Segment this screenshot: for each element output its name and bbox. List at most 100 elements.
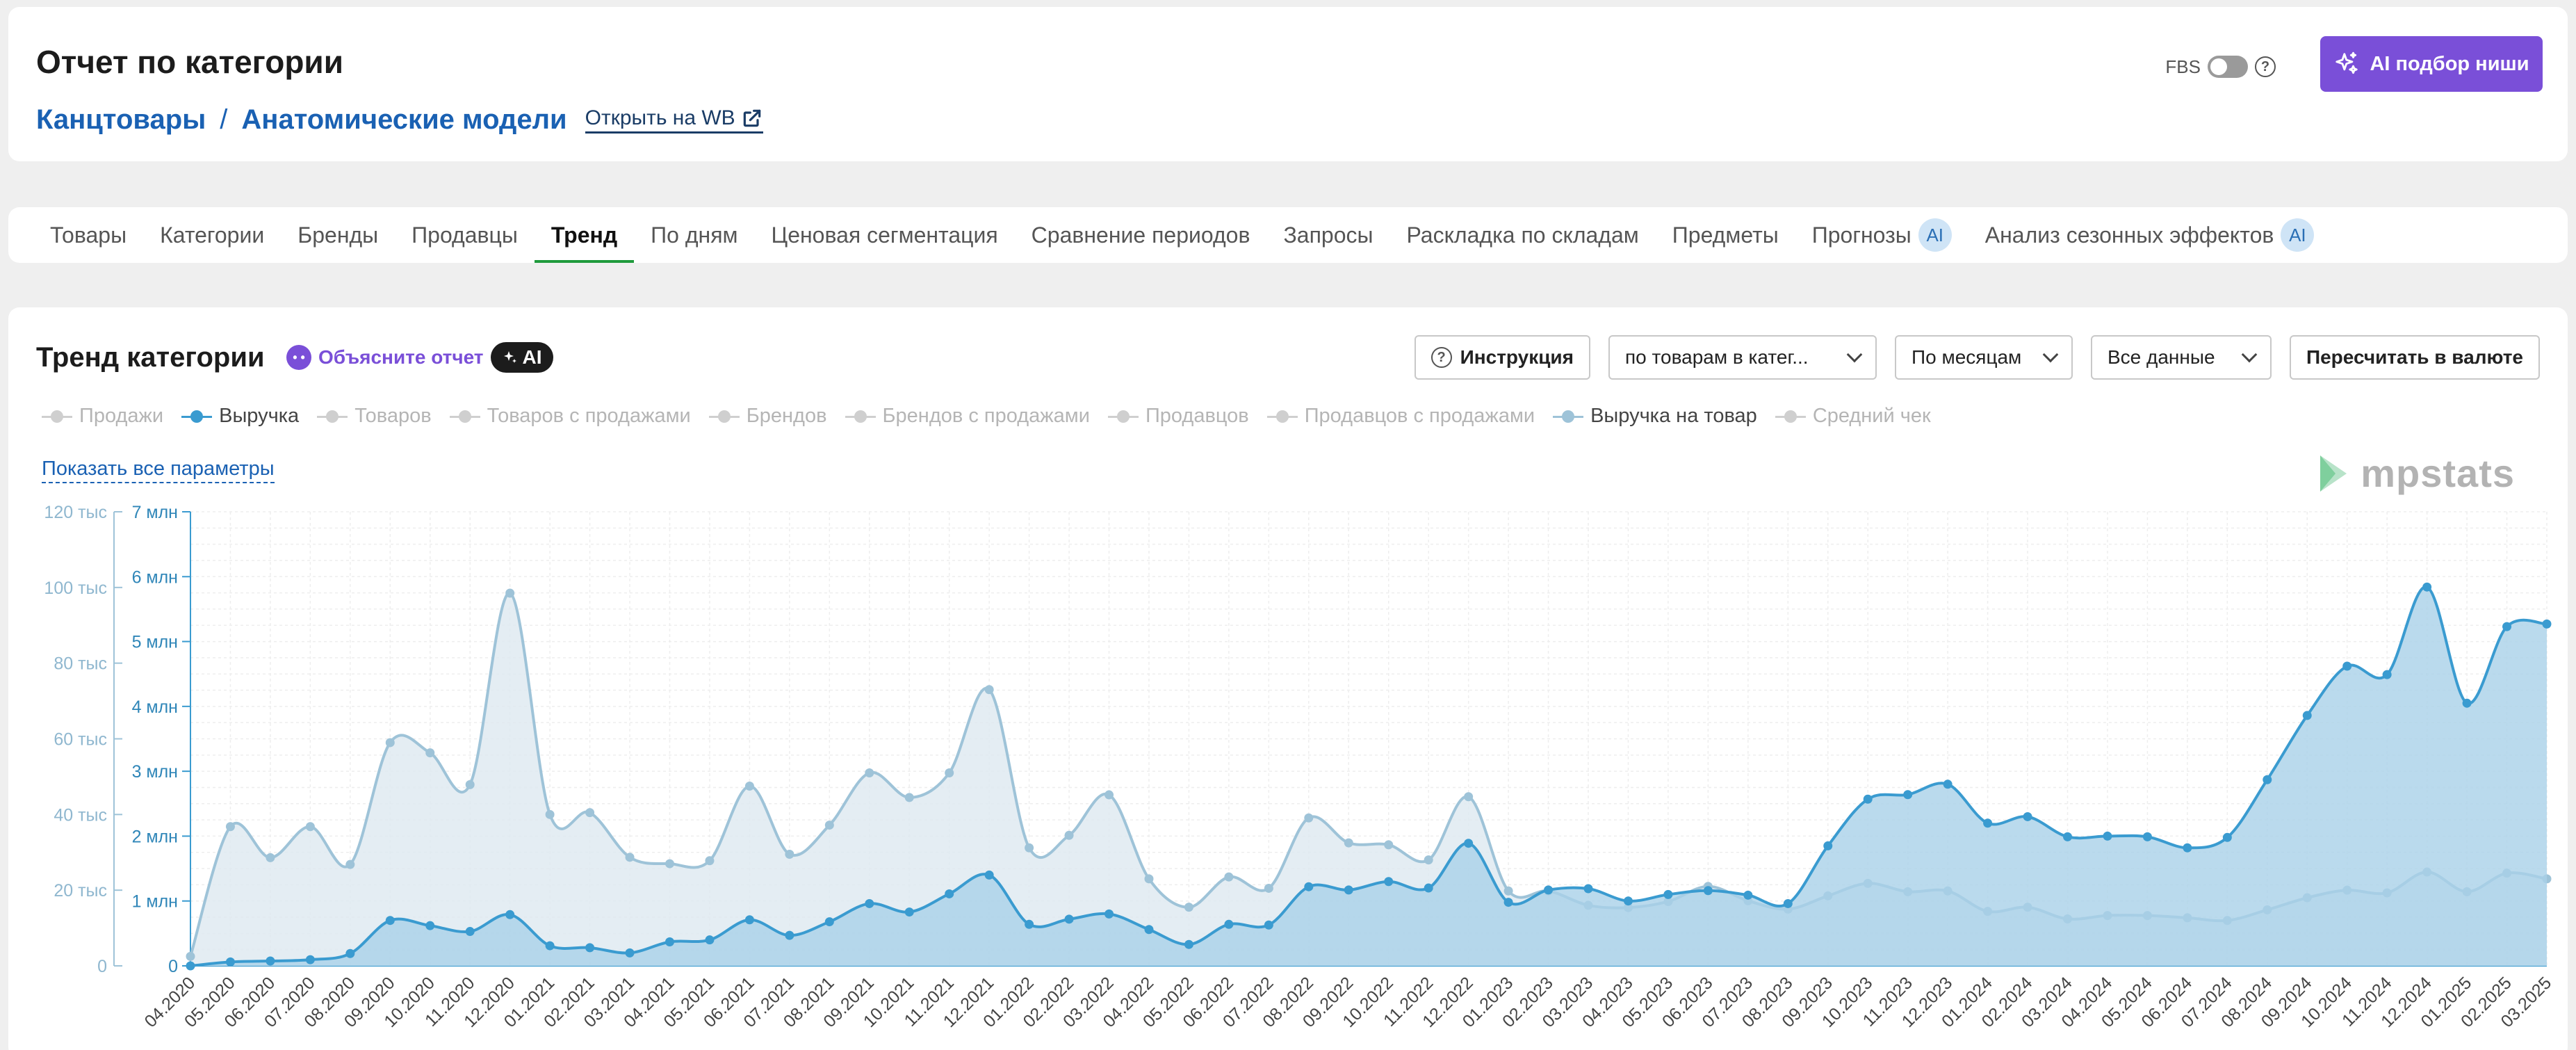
tab-item[interactable]: Тренд bbox=[534, 207, 635, 263]
data-point bbox=[1503, 886, 1513, 896]
tab-item[interactable]: Запросы bbox=[1266, 207, 1389, 263]
breadcrumb-item-current[interactable]: Анатомические модели bbox=[241, 104, 567, 135]
tab-label: Продавцы bbox=[411, 222, 518, 248]
data-point bbox=[705, 935, 715, 945]
legend-item[interactable]: Продажи bbox=[42, 405, 163, 428]
data-point bbox=[1064, 830, 1074, 840]
data-point bbox=[2502, 622, 2512, 631]
data-point bbox=[744, 782, 754, 791]
tab-item[interactable]: Категории bbox=[143, 207, 281, 263]
explain-report-button[interactable]: • • Объясните отчет AI bbox=[286, 342, 553, 373]
tab-bar: Товары Категории Бренды Продавцы Тренд По дня… bbox=[33, 207, 2331, 263]
data-point bbox=[984, 870, 994, 880]
legend-label: Выручка bbox=[219, 405, 300, 427]
data-point bbox=[824, 821, 834, 830]
data-point bbox=[1025, 843, 1034, 853]
ai-niche-button[interactable]: AI подбор ниши bbox=[2320, 36, 2543, 92]
tab-label: Категории bbox=[160, 222, 265, 248]
data-range-select[interactable]: Все данные bbox=[2090, 335, 2272, 380]
tab-item[interactable]: Товары bbox=[33, 207, 143, 263]
data-point bbox=[545, 809, 555, 819]
data-point bbox=[186, 951, 195, 961]
tab-item[interactable]: Раскладка по складам bbox=[1389, 207, 1655, 263]
tab-item[interactable]: Предметы bbox=[1656, 207, 1795, 263]
tab-item[interactable]: Ценовая сегментация bbox=[755, 207, 1015, 263]
data-point bbox=[1384, 840, 1394, 850]
legend-item[interactable]: Продавцов с продажами bbox=[1266, 405, 1535, 428]
right-axis-tick-label: 4 млн bbox=[132, 697, 178, 717]
data-point bbox=[1104, 909, 1114, 919]
question-icon: ? bbox=[1430, 347, 1452, 368]
tab-item[interactable]: Анализ сезонных эффектов AI bbox=[1968, 207, 2331, 263]
data-point bbox=[1823, 841, 1833, 850]
data-point bbox=[545, 941, 555, 951]
ai-pill-label: AI bbox=[522, 346, 542, 368]
recalc-currency-button[interactable]: Пересчитать в валюте bbox=[2289, 335, 2540, 380]
data-range-select-value: Все данные bbox=[2107, 346, 2215, 368]
external-link-icon bbox=[743, 109, 760, 127]
legend-marker-icon bbox=[42, 410, 72, 423]
tab-label: Товары bbox=[50, 222, 127, 248]
data-point bbox=[2063, 832, 2073, 841]
data-point bbox=[865, 898, 874, 908]
right-axis-tick-label: 2 млн bbox=[132, 827, 178, 846]
series-area bbox=[190, 586, 2547, 966]
legend-item[interactable]: Выручка на товар bbox=[1553, 405, 1757, 428]
data-point bbox=[1544, 885, 1554, 895]
tab-item[interactable]: Сравнение периодов bbox=[1015, 207, 1267, 263]
data-point bbox=[266, 853, 275, 862]
fbs-toggle[interactable] bbox=[2208, 56, 2248, 78]
legend-label: Товаров bbox=[354, 405, 432, 427]
data-point bbox=[1184, 903, 1193, 912]
fbs-label: FBS bbox=[2165, 56, 2201, 77]
left-axis-tick-label: 20 тыс bbox=[54, 881, 107, 900]
breadcrumb-separator: / bbox=[220, 104, 228, 135]
legend-item[interactable]: Товаров с продажами bbox=[449, 405, 691, 428]
data-point bbox=[945, 768, 954, 777]
help-icon[interactable]: ? bbox=[2255, 56, 2276, 77]
data-point bbox=[785, 930, 794, 940]
legend-item[interactable]: Брендов с продажами bbox=[845, 405, 1090, 428]
period-select-value: По месяцам bbox=[1911, 346, 2022, 368]
breadcrumb-item-parent[interactable]: Канцтовары bbox=[36, 104, 206, 135]
legend-item[interactable]: Брендов bbox=[708, 405, 827, 428]
data-point bbox=[1104, 790, 1114, 800]
legend-item[interactable]: Товаров bbox=[317, 405, 432, 428]
chart-section-title: Тренд категории bbox=[36, 342, 265, 373]
legend-item[interactable]: Средний чек bbox=[1775, 405, 1931, 428]
sparkles-icon bbox=[503, 351, 516, 363]
data-point bbox=[1264, 920, 1273, 930]
data-point bbox=[505, 588, 515, 598]
data-point bbox=[425, 748, 435, 758]
show-all-params-link[interactable]: Показать все параметры bbox=[42, 458, 275, 483]
right-axis-tick-label: 3 млн bbox=[132, 762, 178, 782]
data-point bbox=[625, 948, 635, 958]
legend-marker-icon bbox=[845, 410, 876, 423]
data-point bbox=[1384, 877, 1394, 887]
fbs-toggle-group: FBS ? bbox=[2165, 56, 2276, 78]
data-point bbox=[1983, 818, 1993, 828]
tab-item[interactable]: По дням bbox=[634, 207, 754, 263]
tab-label: Бренды bbox=[297, 222, 379, 248]
tab-item[interactable]: Прогнозы AI bbox=[1795, 207, 1968, 263]
tab-item[interactable]: Продавцы bbox=[395, 207, 535, 263]
legend-label: Товаров с продажами bbox=[487, 405, 691, 427]
data-point bbox=[1464, 792, 1474, 802]
left-axis-tick-label: 0 bbox=[97, 957, 107, 976]
legend-marker-icon bbox=[1266, 410, 1298, 423]
data-point bbox=[1344, 838, 1353, 848]
data-point bbox=[1863, 794, 1873, 804]
data-point bbox=[1264, 883, 1273, 893]
period-select[interactable]: По месяцам bbox=[1894, 335, 2073, 380]
open-on-wb-link[interactable]: Открыть на WB bbox=[585, 106, 763, 134]
legend-item[interactable]: Выручка bbox=[181, 405, 299, 428]
data-point bbox=[1623, 896, 1633, 906]
chevron-down-icon bbox=[1846, 346, 1863, 363]
scope-select[interactable]: по товарам в катег... bbox=[1608, 335, 1877, 380]
right-axis-tick-label: 7 млн bbox=[132, 503, 178, 522]
tab-item[interactable]: Бренды bbox=[281, 207, 395, 263]
legend-item[interactable]: Продавцов bbox=[1107, 405, 1249, 428]
trend-chart-card: 0 20 тыс 40 тыс 60 тыс 80 тыс 100 тыс 120 тыс 0… bbox=[8, 307, 2568, 1050]
legend-label: Брендов с продажами bbox=[882, 405, 1090, 427]
instruction-button[interactable]: ? Инструкция bbox=[1414, 335, 1590, 380]
